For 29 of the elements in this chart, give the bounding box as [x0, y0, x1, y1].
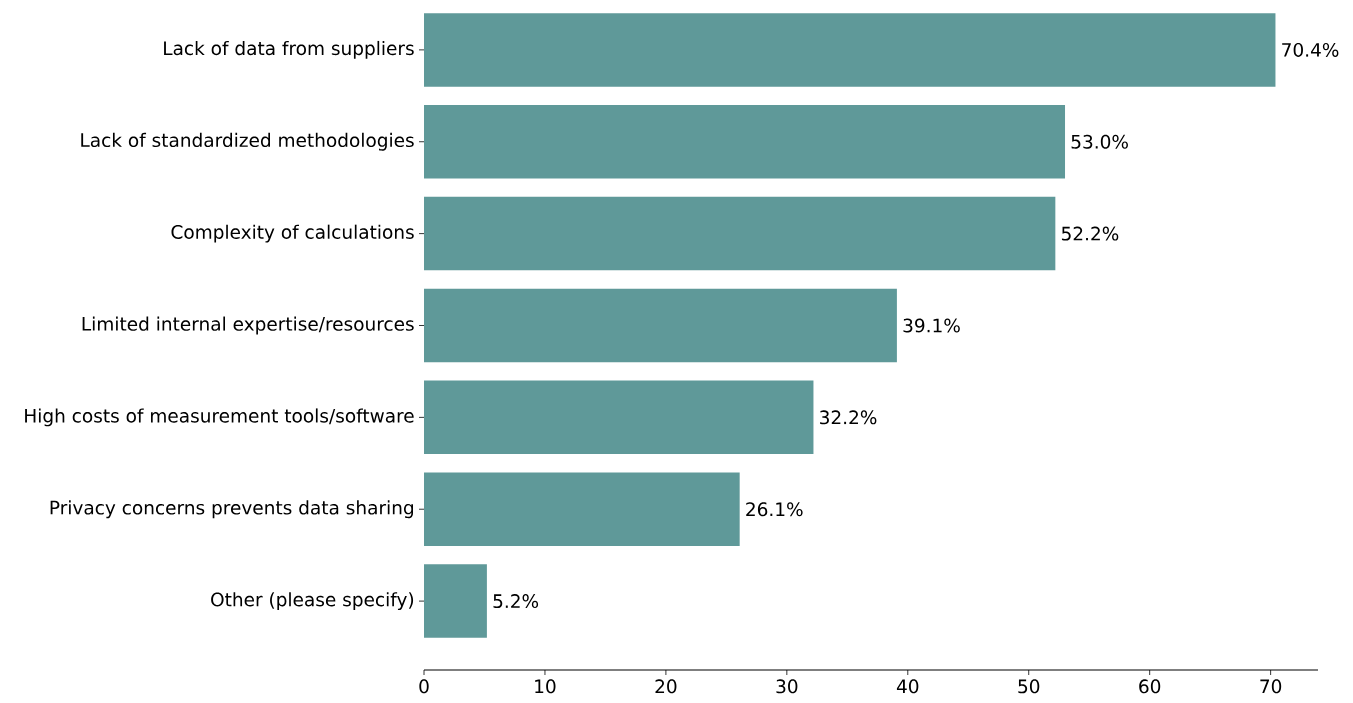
bar	[424, 105, 1066, 179]
y-tick-label: Complexity of calculations	[171, 224, 414, 243]
x-tick-label: 10	[535, 679, 556, 694]
data-label: 39.1%	[903, 318, 960, 333]
y-tick-label: Lack of standardized methodologies	[81, 132, 414, 151]
bar	[424, 13, 1276, 87]
y-tick-label: High costs of measurement tools/software	[25, 408, 414, 427]
data-label: 70.4%	[1282, 42, 1339, 57]
y-tick-label: Lack of data from suppliers	[164, 40, 414, 59]
x-tick-label: 40	[896, 679, 919, 694]
x-tick-label: 0	[419, 679, 429, 694]
data-label: 5.2%	[493, 594, 539, 609]
x-tick-label: 60	[1139, 679, 1161, 694]
data-label: 26.1%	[746, 502, 803, 517]
data-label: 53.0%	[1071, 134, 1128, 149]
bar	[424, 288, 897, 363]
y-tick-label: Other (please specify)	[211, 592, 414, 611]
bar	[424, 472, 740, 546]
bar	[424, 564, 487, 638]
y-tick-label: Limited internal expertise/resources	[82, 316, 414, 335]
data-label: 32.2%	[820, 410, 877, 425]
bar	[424, 196, 1056, 271]
bar	[424, 380, 814, 455]
x-tick-label: 70	[1260, 679, 1282, 694]
x-tick-label: 30	[776, 679, 798, 694]
y-tick-label: Privacy concerns prevents data sharing	[50, 500, 413, 519]
x-tick-label: 50	[1018, 679, 1040, 694]
data-label: 52.2%	[1061, 226, 1119, 241]
x-tick-label: 20	[655, 679, 677, 694]
